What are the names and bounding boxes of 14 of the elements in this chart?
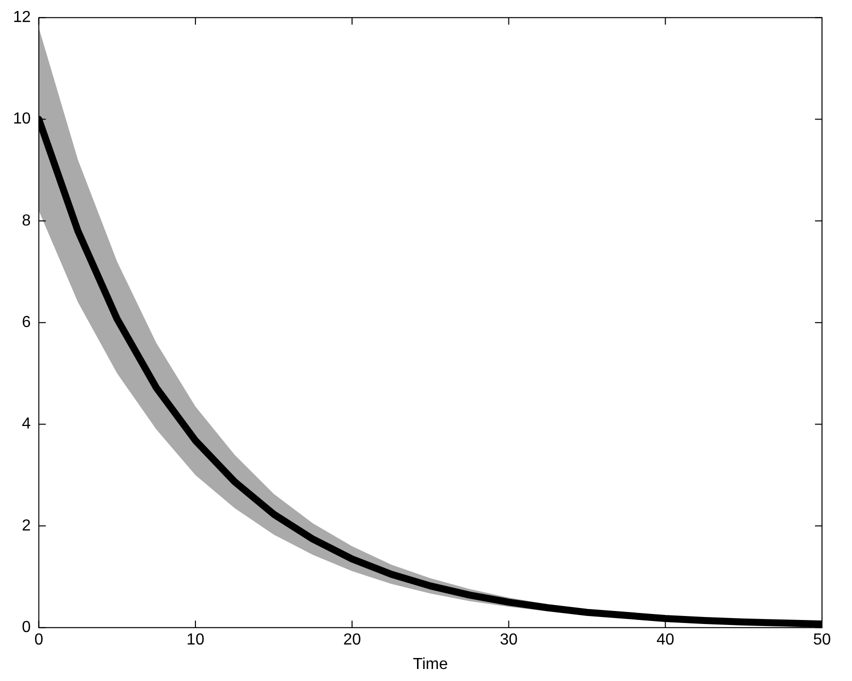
y-tick-label: 12 [13, 9, 31, 26]
y-tick-label: 4 [22, 416, 31, 433]
x-tick-label: 20 [343, 632, 362, 649]
x-tick-label: 10 [186, 632, 204, 649]
y-tick-label: 6 [22, 314, 31, 332]
y-tick-label: 10 [13, 110, 31, 128]
x-axis-title: Time [412, 656, 448, 673]
x-tick-label: 0 [34, 632, 44, 649]
x-tick-label: 40 [656, 632, 674, 649]
x-tick-label: 50 [813, 632, 831, 649]
y-tick-label: 0 [22, 619, 31, 636]
y-tick-label: 8 [22, 212, 31, 230]
x-tick-label: 30 [500, 632, 518, 649]
y-tick-label: 2 [22, 517, 31, 534]
